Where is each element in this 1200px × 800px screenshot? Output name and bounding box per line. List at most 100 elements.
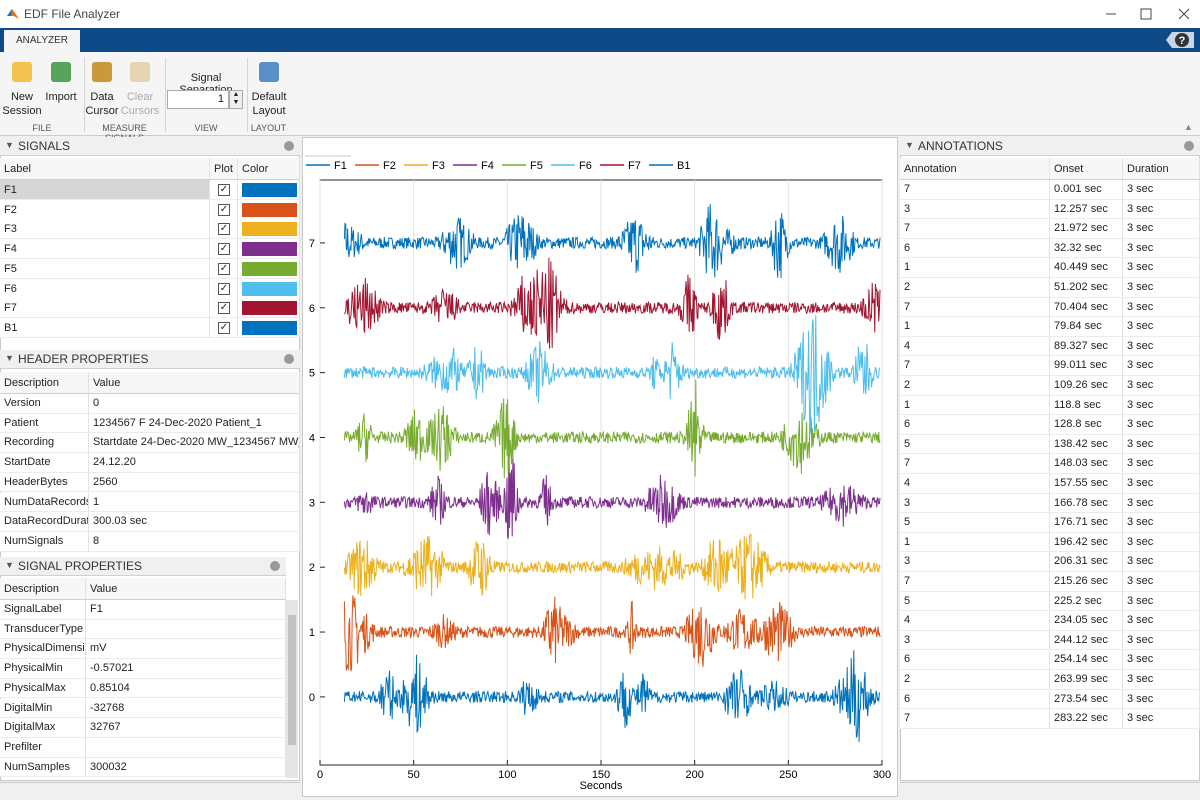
- plot-checkbox[interactable]: ✓: [218, 184, 230, 196]
- table-cell: -32768: [86, 698, 286, 719]
- column-header: Description: [0, 578, 86, 600]
- table-cell: mV: [86, 639, 286, 660]
- table-cell: 7: [900, 709, 1050, 729]
- color-swatch[interactable]: [242, 242, 297, 257]
- plot-checkbox[interactable]: ✓: [218, 243, 230, 256]
- signal-trace: [343, 315, 881, 437]
- plot-checkbox[interactable]: ✓: [218, 223, 230, 236]
- panel-menu[interactable]: [284, 354, 294, 364]
- table-cell: 89.327 sec: [1050, 336, 1123, 357]
- column-header: Label: [0, 158, 210, 180]
- collapse-toolstrip[interactable]: ▲: [1184, 122, 1193, 132]
- collapse-arrow[interactable]: ▼: [5, 353, 14, 363]
- table-cell: 300032: [86, 757, 286, 778]
- table-cell: 244.12 sec: [1050, 630, 1123, 651]
- toolbar-button[interactable]: New Session: [2, 91, 42, 117]
- table-cell: 1: [89, 492, 300, 513]
- table-cell: 99.011 sec: [1050, 356, 1123, 376]
- x-tick-label: 100: [498, 769, 516, 781]
- y-tick-label: 4: [309, 432, 315, 444]
- table-cell: 3 sec: [1123, 336, 1200, 357]
- table-cell: 3: [900, 552, 1050, 572]
- table-cell: Patient: [0, 413, 89, 434]
- table-cell: NumSignals: [0, 531, 89, 552]
- table-cell: NumDataRecords: [0, 492, 89, 513]
- y-tick-label: 6: [309, 303, 315, 315]
- table-cell: 3 sec: [1123, 650, 1200, 670]
- table-cell: 118.8 sec: [1050, 395, 1123, 416]
- signal-label[interactable]: F1: [0, 180, 210, 200]
- plot-checkbox[interactable]: ✓: [218, 321, 230, 334]
- color-swatch[interactable]: [242, 320, 297, 335]
- table-cell: PhysicalMin: [0, 659, 86, 679]
- panel-menu[interactable]: [284, 141, 294, 151]
- color-swatch[interactable]: [242, 183, 297, 197]
- spinner-arrows[interactable]: ▲ ▼: [229, 90, 243, 109]
- table-cell: 1: [900, 317, 1050, 337]
- table-cell: 3 sec: [1123, 630, 1200, 651]
- color-swatch[interactable]: [242, 301, 297, 316]
- table-cell: 21.972 sec: [1050, 219, 1123, 239]
- table-cell: 1: [900, 395, 1050, 416]
- signal-label[interactable]: F3: [0, 219, 210, 240]
- table-cell: 0: [89, 394, 300, 414]
- panel-menu[interactable]: [270, 561, 280, 571]
- y-tick-label: 2: [309, 562, 315, 574]
- color-swatch[interactable]: [242, 281, 297, 296]
- table-cell: Prefilter: [0, 737, 86, 758]
- plot-checkbox[interactable]: ✓: [218, 262, 230, 275]
- panel-title: SIGNALS: [0, 137, 300, 156]
- table-cell: 3 sec: [1123, 532, 1200, 553]
- table-cell: 3 sec: [1123, 278, 1200, 298]
- plot-checkbox[interactable]: ✓: [218, 203, 230, 216]
- toolstrip-tab[interactable]: ANALYZER: [4, 30, 80, 52]
- toolbar-button[interactable]: Default Layout: [251, 91, 287, 117]
- table-cell: 2: [900, 376, 1050, 396]
- toolbar-button[interactable]: Data Cursor: [85, 91, 119, 117]
- table-cell: 40.449 sec: [1050, 258, 1123, 278]
- table-cell: 2: [900, 278, 1050, 298]
- table-cell: 1234567 F 24-Dec-2020 Patient_1: [89, 413, 300, 434]
- scrollbar-thumb[interactable]: [288, 615, 296, 745]
- section-label: FILE: [32, 123, 52, 133]
- table-cell: 4: [900, 611, 1050, 631]
- table-cell: 79.84 sec: [1050, 317, 1123, 337]
- y-tick-label: 5: [309, 368, 315, 380]
- table-cell: 3 sec: [1123, 395, 1200, 416]
- x-tick-label: 250: [779, 769, 797, 781]
- signal-label[interactable]: F6: [0, 278, 210, 299]
- table-cell: 3 sec: [1123, 199, 1200, 220]
- signal-label[interactable]: F2: [0, 199, 210, 220]
- window-controls[interactable]: [1090, 0, 1200, 28]
- table-cell: 3 sec: [1123, 317, 1200, 337]
- svg-text:?: ?: [1179, 35, 1186, 47]
- signal-label[interactable]: F5: [0, 258, 210, 279]
- table-cell: 3 sec: [1123, 258, 1200, 278]
- table-cell: 3 sec: [1123, 689, 1200, 710]
- table-cell: 3 sec: [1123, 297, 1200, 318]
- collapse-arrow[interactable]: ▼: [5, 560, 14, 570]
- table-cell: 0.001 sec: [1050, 180, 1123, 200]
- table-cell: 166.78 sec: [1050, 493, 1123, 514]
- table-cell: Version: [0, 394, 89, 414]
- collapse-arrow[interactable]: ▼: [5, 140, 14, 150]
- color-swatch[interactable]: [242, 261, 297, 276]
- signal-label[interactable]: B1: [0, 317, 210, 338]
- signal-label[interactable]: F4: [0, 239, 210, 260]
- color-swatch[interactable]: [242, 222, 297, 237]
- table-cell: 3 sec: [1123, 493, 1200, 514]
- collapse-arrow[interactable]: ▼: [905, 140, 914, 150]
- help-button[interactable]: ?: [1160, 30, 1194, 50]
- column-header: Annotation: [900, 158, 1050, 180]
- table-cell: 176.71 sec: [1050, 513, 1123, 533]
- table-cell: SignalLabel: [0, 600, 86, 620]
- plot-checkbox[interactable]: ✓: [218, 302, 230, 315]
- toolbar-button[interactable]: Import: [45, 91, 77, 103]
- signal-label[interactable]: F7: [0, 298, 210, 319]
- spinner-input[interactable]: 1: [167, 90, 229, 109]
- panel-menu[interactable]: [1184, 141, 1194, 151]
- table-cell: 5: [900, 434, 1050, 455]
- signal-trace: [343, 257, 881, 349]
- plot-checkbox[interactable]: ✓: [218, 282, 230, 295]
- color-swatch[interactable]: [242, 202, 297, 217]
